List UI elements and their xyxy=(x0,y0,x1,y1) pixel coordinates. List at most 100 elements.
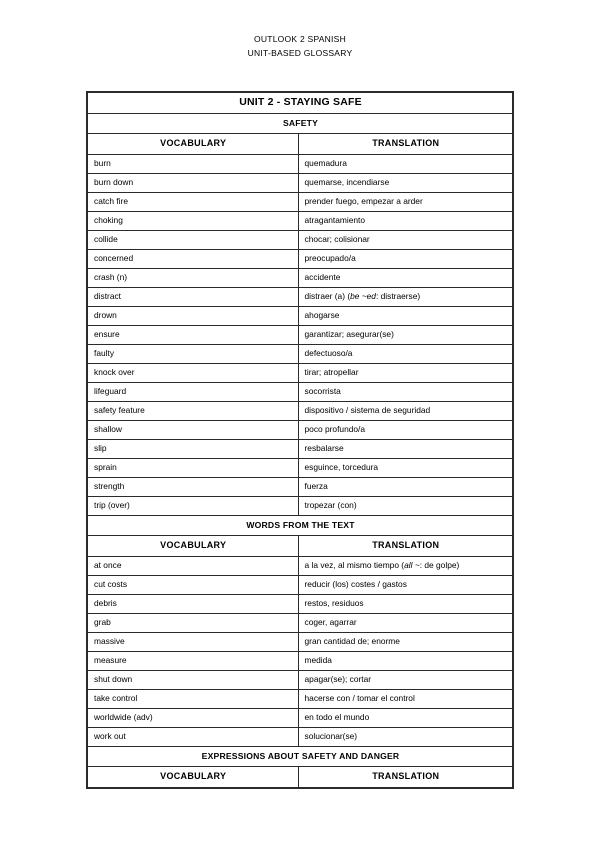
entry-vocabulary: lifeguard xyxy=(94,386,127,396)
entry-translation-cell: accidente xyxy=(297,268,514,288)
column-header-vocabulary: VOCABULARY xyxy=(160,540,227,550)
entry-translation: resbalarse xyxy=(304,443,344,453)
column-header-translation-cell: TRANSLATION xyxy=(297,766,514,789)
entry-vocabulary: work out xyxy=(94,731,126,741)
entry-translation-cell: fuerza xyxy=(297,477,514,497)
entry-translation: esguince, torcedura xyxy=(304,462,379,472)
entry-translation: prender fuego, empezar a arder xyxy=(304,196,423,206)
entry-vocabulary: shut down xyxy=(94,674,133,684)
entry-vocabulary: distract xyxy=(94,291,121,301)
table-title: UNIT 2 - STAYING SAFE xyxy=(239,96,362,108)
glossary-entry-row: knock over tirar; atropellar xyxy=(86,363,514,383)
column-header-vocabulary-cell: VOCABULARY xyxy=(86,535,299,557)
entry-translation-cell: chocar; colisionar xyxy=(297,230,514,250)
column-header-vocabulary-cell: VOCABULARY xyxy=(86,766,299,789)
entry-vocabulary: cut costs xyxy=(94,579,128,589)
entry-vocabulary: ensure xyxy=(94,329,120,339)
entry-translation-cell: quemarse, incendiarse xyxy=(297,173,514,193)
entry-translation-cell: atragantamiento xyxy=(297,211,514,231)
glossary-entry-row: distract distraer (a) (be ~ed: distraerse… xyxy=(86,287,514,307)
entry-translation: medida xyxy=(304,655,332,665)
entry-translation-cell: reducir (los) costes / gastos xyxy=(297,575,514,595)
entry-translation-cell: hacerse con / tomar el control xyxy=(297,689,514,709)
glossary-entry-row: sprain esguince, torcedura xyxy=(86,458,514,478)
entry-translation-cell: preocupado/a xyxy=(297,249,514,269)
column-header-vocabulary: VOCABULARY xyxy=(160,138,227,148)
entry-translation: chocar; colisionar xyxy=(304,234,370,244)
glossary-entry-row: massive gran cantidad de; enorme xyxy=(86,632,514,652)
entry-translation: poco profundo/a xyxy=(304,424,366,434)
entry-vocabulary-cell: lifeguard xyxy=(86,382,299,402)
entry-translation: tropezar (con) xyxy=(304,500,357,510)
entry-vocabulary: debris xyxy=(94,598,117,608)
entry-vocabulary: massive xyxy=(94,636,125,646)
glossary-table-body: UNIT 2 - STAYING SAFE SAFETY VOCABULARY TRA… xyxy=(86,91,514,789)
entry-vocabulary: measure xyxy=(94,655,127,665)
entry-translation-cell: distraer (a) (be ~ed: distraerse) xyxy=(297,287,514,307)
entry-translation: ahogarse xyxy=(304,310,340,320)
entry-translation-cell: quemadura xyxy=(297,154,514,174)
glossary-entry-row: shallow poco profundo/a xyxy=(86,420,514,440)
glossary-entry-row: grab coger, agarrar xyxy=(86,613,514,633)
entry-translation-cell: medida xyxy=(297,651,514,671)
section-header: WORDS FROM THE TEXT xyxy=(246,519,355,530)
glossary-entry-row: strength fuerza xyxy=(86,477,514,497)
entry-vocabulary-cell: strength xyxy=(86,477,299,497)
glossary-entry-row: burn quemadura xyxy=(86,154,514,174)
entry-translation: defectuoso/a xyxy=(304,348,353,358)
section-header-cell: SAFETY xyxy=(86,113,514,134)
entry-translation-cell: prender fuego, empezar a arder xyxy=(297,192,514,212)
entry-translation-cell: a la vez, al mismo tiempo (all ~: de gol… xyxy=(297,556,514,576)
entry-translation: en todo el mundo xyxy=(304,712,370,722)
section-header-cell: EXPRESSIONS ABOUT SAFETY AND DANGER xyxy=(86,746,514,767)
entry-vocabulary-cell: collide xyxy=(86,230,299,250)
glossary-table-container: UNIT 2 - STAYING SAFE SAFETY VOCABULARY TRA… xyxy=(86,91,515,789)
entry-vocabulary: trip (over) xyxy=(94,500,130,510)
entry-vocabulary: take control xyxy=(94,693,138,703)
entry-vocabulary-cell: worldwide (adv) xyxy=(86,708,299,728)
entry-vocabulary: sprain xyxy=(94,462,117,472)
section-header-cell: WORDS FROM THE TEXT xyxy=(86,515,514,536)
entry-vocabulary-cell: sprain xyxy=(86,458,299,478)
entry-vocabulary-cell: debris xyxy=(86,594,299,614)
glossary-entry-row: measure medida xyxy=(86,651,514,671)
entry-translation: accidente xyxy=(304,272,341,282)
entry-vocabulary-cell: shallow xyxy=(86,420,299,440)
glossary-entry-row: debris restos, residuos xyxy=(86,594,514,614)
glossary-entry-row: ensure garantizar; asegurar(se) xyxy=(86,325,514,345)
entry-vocabulary: drown xyxy=(94,310,117,320)
entry-translation-cell: coger, agarrar xyxy=(297,613,514,633)
column-header-translation: TRANSLATION xyxy=(372,138,440,148)
section-header: SAFETY xyxy=(282,117,319,128)
entry-vocabulary-cell: measure xyxy=(86,651,299,671)
entry-vocabulary-cell: burn down xyxy=(86,173,299,193)
entry-translation: apagar(se); cortar xyxy=(304,674,372,684)
entry-translation: quemarse, incendiarse xyxy=(304,177,390,187)
table-title-cell: UNIT 2 - STAYING SAFE xyxy=(86,91,514,114)
entry-vocabulary-cell: cut costs xyxy=(86,575,299,595)
entry-translation: socorrista xyxy=(304,386,341,396)
entry-vocabulary: at once xyxy=(94,560,122,570)
glossary-entry-row: take control hacerse con / tomar el contr… xyxy=(86,689,514,709)
entry-translation-cell: en todo el mundo xyxy=(297,708,514,728)
entry-vocabulary: worldwide (adv) xyxy=(94,712,153,722)
entry-vocabulary-cell: massive xyxy=(86,632,299,652)
translation-italic-note: be ~ed xyxy=(350,291,376,301)
entry-translation: preocupado/a xyxy=(304,253,356,263)
glossary-entry-row: slip resbalarse xyxy=(86,439,514,459)
entry-vocabulary-cell: knock over xyxy=(86,363,299,383)
entry-translation: coger, agarrar xyxy=(304,617,357,627)
entry-vocabulary: crash (n) xyxy=(94,272,128,282)
entry-translation: gran cantidad de; enorme xyxy=(304,636,400,646)
entry-vocabulary-cell: faulty xyxy=(86,344,299,364)
entry-vocabulary-cell: work out xyxy=(86,727,299,747)
entry-translation-cell: garantizar; asegurar(se) xyxy=(297,325,514,345)
glossary-entry-row: safety feature dispositivo / sistema de s… xyxy=(86,401,514,421)
entry-translation-cell: poco profundo/a xyxy=(297,420,514,440)
entry-translation-cell: tirar; atropellar xyxy=(297,363,514,383)
section-header-row: SAFETY xyxy=(86,113,514,134)
entry-translation: quemadura xyxy=(304,158,347,168)
glossary-entry-row: work out solucionar(se) xyxy=(86,727,514,747)
entry-vocabulary: shallow xyxy=(94,424,122,434)
